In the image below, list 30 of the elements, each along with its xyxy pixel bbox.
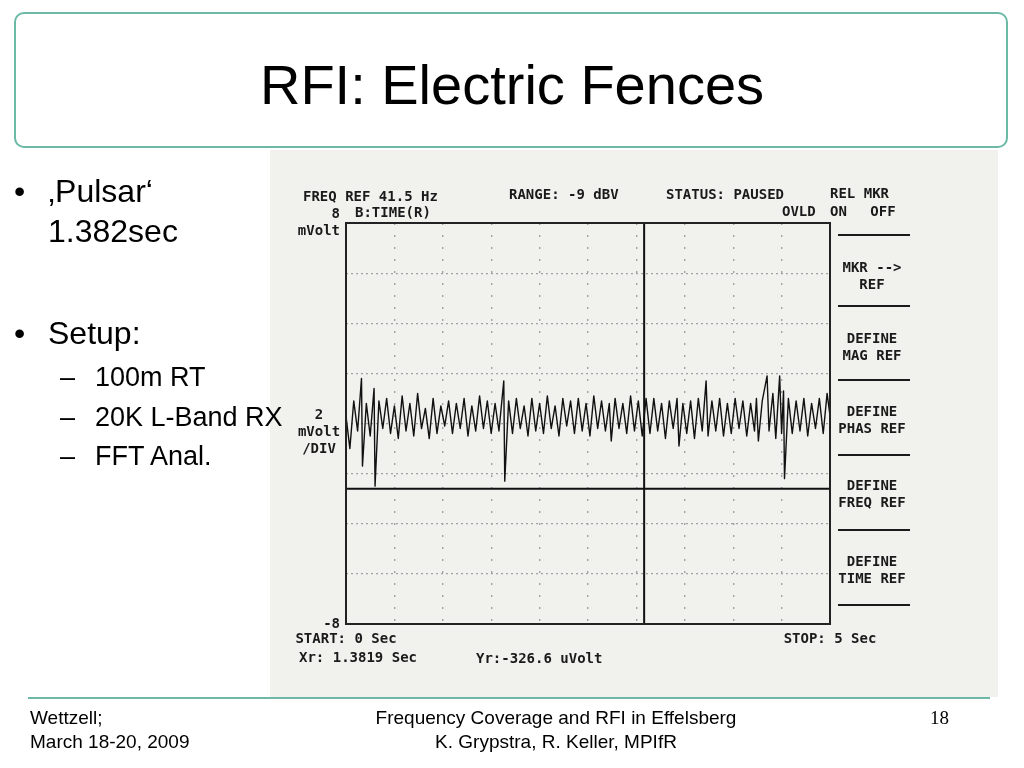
text: FREQ REF 41.5 Hz	[303, 188, 438, 205]
text: March 18-20, 2009	[30, 731, 190, 753]
text: DEFINE TIME REF	[837, 553, 907, 587]
text: DEFINE MAG REF	[841, 330, 903, 364]
text: MKR --> REF	[841, 259, 903, 293]
text: DEFINE PHAS REF	[837, 403, 907, 437]
y-tick-label: 8 mVolt	[297, 205, 340, 239]
text: 18	[930, 707, 949, 729]
y-tick-label: -8	[323, 614, 340, 631]
text: RANGE: -9 dBV	[509, 186, 619, 203]
text: – FFT Anal.	[60, 440, 212, 473]
text: • Setup:	[14, 314, 142, 353]
text: B:TIME(R)	[355, 204, 431, 221]
text: – 20K L-Band RX	[60, 401, 283, 434]
text: K. Grypstra, R. Keller, MPIfR	[434, 731, 678, 753]
text: Frequency Coverage and RFI in Effelsberg	[374, 707, 738, 729]
text: Yr:-326.6 uVolt	[476, 650, 603, 667]
x-tick-label: STOP: 5 Sec	[783, 630, 877, 647]
text: ON OFF	[830, 203, 896, 220]
text: – 100m RT	[60, 361, 207, 394]
y-axis-title: 2 mVolt /DIV	[296, 406, 342, 457]
text: Xr: 1.3819 Sec	[299, 649, 418, 666]
text: • ‚Pulsar‘ 1.382sec	[14, 172, 179, 251]
text: STATUS: PAUSED	[666, 186, 785, 203]
text: Wettzell;	[30, 707, 103, 729]
text: DEFINE FREQ REF	[837, 477, 907, 511]
text: REL MKR	[830, 185, 890, 202]
chart-title: RFI: Electric Fences	[258, 52, 766, 118]
text: OVLD	[782, 203, 816, 220]
x-tick-label: START: 0 Sec	[295, 630, 397, 647]
